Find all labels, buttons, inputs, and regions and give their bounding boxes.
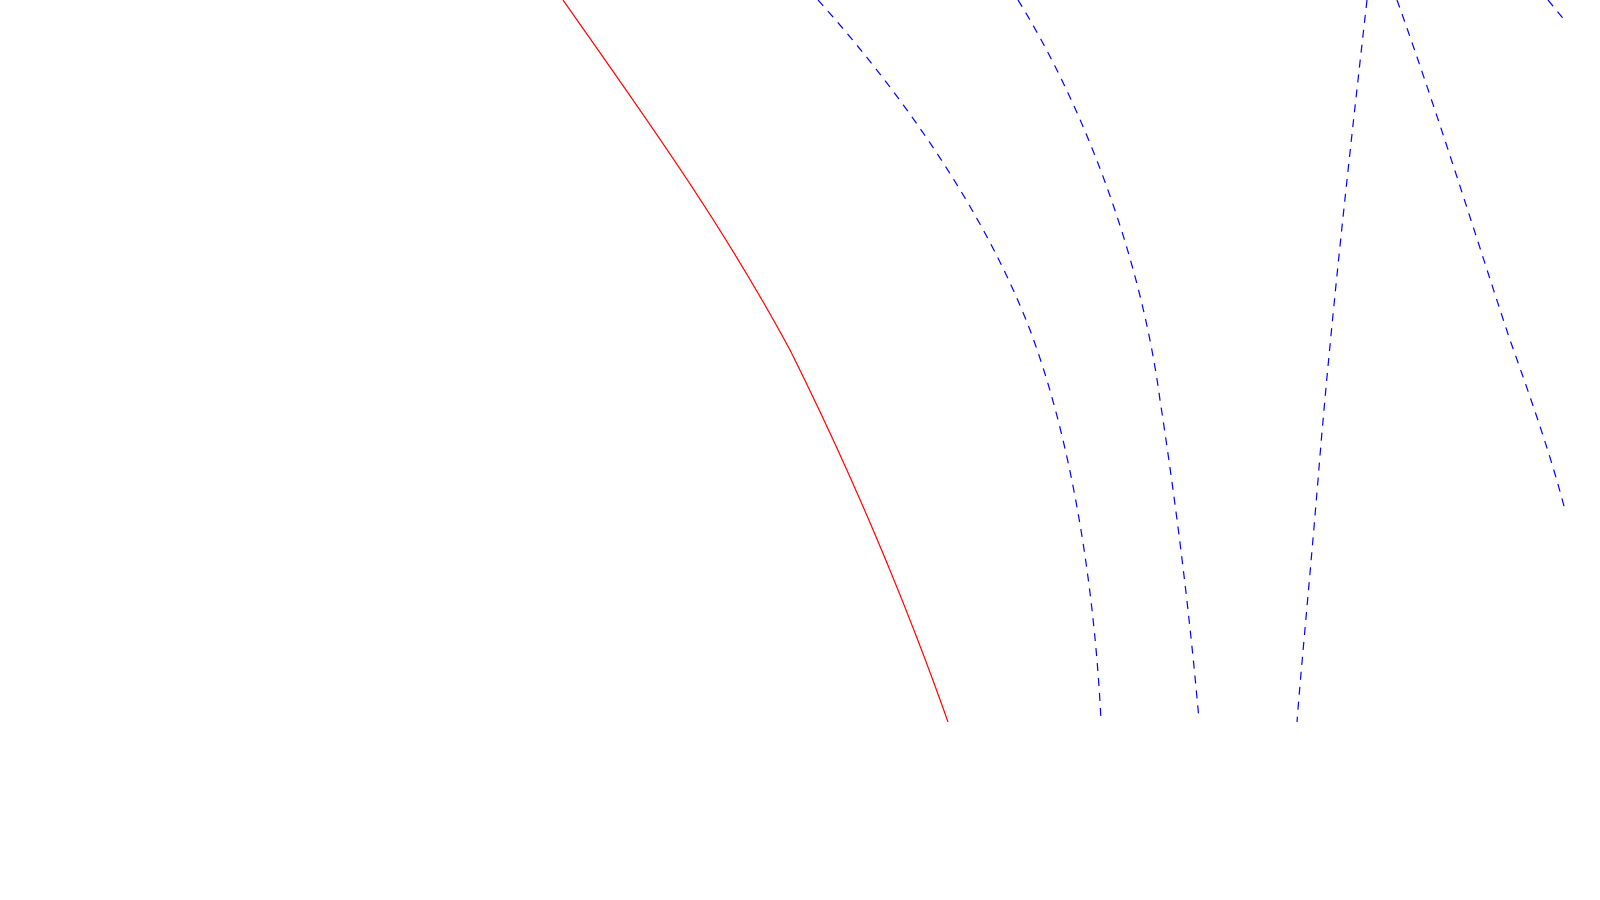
dashed-blue-curve-1 bbox=[817, 0, 1102, 721]
dashed-blue-curve-3 bbox=[1296, 0, 1368, 723]
dashed-blue-curve-2 bbox=[1017, 0, 1200, 721]
solid-red-curve bbox=[562, 0, 949, 723]
dashed-blue-curve-corner bbox=[1547, 0, 1567, 23]
dashed-blue-curve-4 bbox=[1396, 0, 1566, 511]
